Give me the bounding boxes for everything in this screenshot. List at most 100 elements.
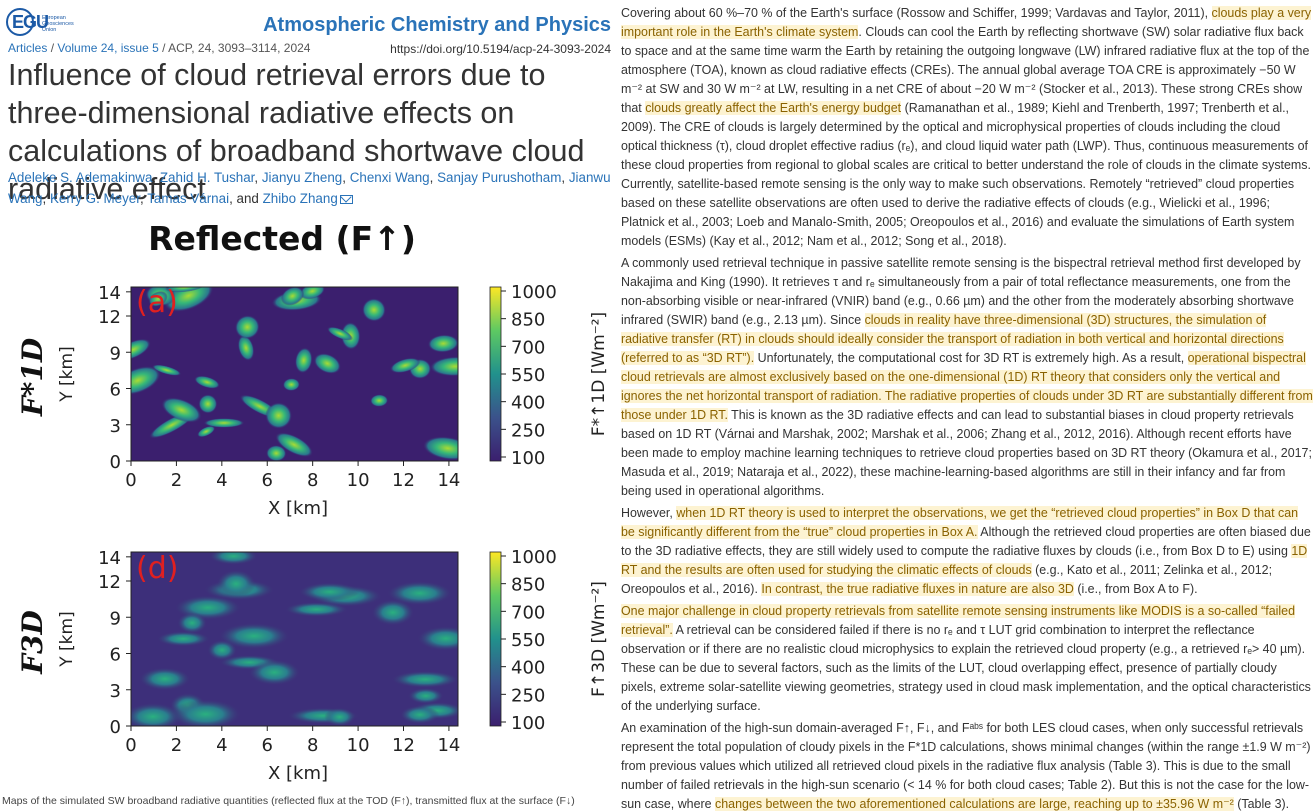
colorbar-tick-label: 1000 xyxy=(511,547,557,568)
cloud-blob xyxy=(139,667,190,691)
body-text: An examination of the high-sun domain-av… xyxy=(621,721,1311,811)
cloud-blob xyxy=(194,375,220,389)
author-link[interactable]: Adeleke S. Ademakinwa xyxy=(8,170,153,185)
y-tick-label: 3 xyxy=(110,681,121,702)
x-tick-label: 10 xyxy=(347,735,370,756)
breadcrumb-separator: / xyxy=(50,41,58,55)
logo-subtitle: European Geosciences Union xyxy=(42,15,74,33)
author-link[interactable]: Jianwu Wang xyxy=(8,170,611,206)
y-tick-label: 14 xyxy=(98,283,121,304)
colorbar-tick-label: 100 xyxy=(511,713,545,734)
cloud-blob xyxy=(313,353,341,374)
colorbar-tick-label: 850 xyxy=(511,310,545,331)
x-tick-label: 4 xyxy=(216,470,227,491)
body-text: (Table 3). xyxy=(1233,797,1290,811)
cloud-blob xyxy=(324,707,355,726)
x-tick-label: 2 xyxy=(171,735,182,756)
x-tick-label: 6 xyxy=(262,735,273,756)
body-paragraph: A commonly used retrieval technique in p… xyxy=(621,254,1313,501)
x-tick-label: 12 xyxy=(392,470,415,491)
logo-text: EGU xyxy=(12,12,49,32)
email-icon[interactable] xyxy=(339,195,353,204)
y-tick-label: 9 xyxy=(110,608,121,629)
y-tick-label: 12 xyxy=(98,572,121,593)
body-paragraph: An examination of the high-sun domain-av… xyxy=(621,719,1313,812)
body-paragraph: Covering about 60 %–70 % of the Earth's … xyxy=(621,4,1313,251)
panel-d-xlabel: X [km] xyxy=(268,763,328,784)
flux-map-figure: Reflected (F↑) F*1D F3D (a) (d) Y [km] X… xyxy=(16,219,609,784)
colorbar-tick-label: 400 xyxy=(511,658,545,679)
body-text: . Clouds can cool the Earth by reflectin… xyxy=(621,25,1310,115)
author-link[interactable]: Tamas Várnai xyxy=(147,191,230,206)
cloud-blob xyxy=(294,347,313,374)
cloud-blob xyxy=(362,298,386,322)
colorbar-tick-label: 1000 xyxy=(511,282,557,303)
x-tick-label: 12 xyxy=(392,735,415,756)
highlighted-text: clouds greatly affect the Earth's energy… xyxy=(645,101,902,115)
panel-d-cloud-field xyxy=(131,552,458,726)
x-tick-label: 14 xyxy=(437,735,460,756)
colorbar-d-label: F↑3D [Wm⁻²] xyxy=(589,581,609,697)
panel-a-tag: (a) xyxy=(136,285,178,320)
cloud-blob xyxy=(237,334,255,361)
y-tick-label: 14 xyxy=(98,548,121,569)
colorbar-a xyxy=(489,286,502,462)
cloud-blob xyxy=(285,602,348,617)
y-tick-label: 0 xyxy=(110,452,121,473)
breadcrumb-articles[interactable]: Articles xyxy=(8,41,48,55)
breadcrumb-separator: / xyxy=(162,41,169,55)
body-text: (e.g., Kato et al., 2011; Zelinka et al.… xyxy=(621,563,1273,596)
x-tick-label: 10 xyxy=(347,470,370,491)
cloud-blob xyxy=(389,357,421,374)
author-link[interactable]: Kerry G. Meyer xyxy=(49,191,140,206)
cloud-blob xyxy=(161,397,202,423)
colorbar-tick-label: 700 xyxy=(511,602,545,623)
panel-a-frame xyxy=(130,286,459,462)
cloud-blob xyxy=(408,687,444,704)
colorbar-tick-label: 550 xyxy=(511,630,545,651)
cloud-blob xyxy=(219,623,289,649)
body-paragraph: One major challenge in cloud property re… xyxy=(621,602,1313,716)
panel-a-xlabel: X [km] xyxy=(268,498,328,519)
y-tick-label: 9 xyxy=(110,343,121,364)
x-tick-label: 8 xyxy=(307,470,318,491)
colorbar-tick-label: 100 xyxy=(511,448,545,469)
x-tick-label: 14 xyxy=(437,470,460,491)
figure-caption: Maps of the simulated SW broadband radia… xyxy=(2,795,575,807)
author-link[interactable]: Chenxi Wang xyxy=(349,170,430,185)
cloud-blob xyxy=(234,315,260,340)
cloud-blob xyxy=(370,394,389,407)
cloud-blob xyxy=(265,402,293,429)
cloud-blob xyxy=(371,599,414,626)
author-link[interactable]: Jianyu Zheng xyxy=(261,170,343,185)
panel-d-tag: (d) xyxy=(136,551,178,586)
cloud-blob xyxy=(131,338,151,361)
cloud-blob xyxy=(282,378,300,392)
article-body: Covering about 60 %–70 % of the Earth's … xyxy=(621,4,1313,812)
cloud-blob xyxy=(148,291,168,307)
body-text: This is known as the 3D radiative effect… xyxy=(621,408,1312,498)
body-text: A retrieval can be considered failed if … xyxy=(621,623,1311,713)
y-tick-label: 6 xyxy=(110,380,121,401)
cloud-blob xyxy=(152,364,182,376)
x-tick-label: 6 xyxy=(262,470,273,491)
y-tick-label: 0 xyxy=(110,717,121,738)
author-link[interactable]: Zhibo Zhang xyxy=(262,191,338,206)
doi-link[interactable]: https://doi.org/10.5194/acp-24-3093-2024 xyxy=(390,42,611,56)
cloud-blob xyxy=(170,699,241,726)
colorbar-tick-label: 250 xyxy=(511,420,545,441)
author-link[interactable]: Zahid H. Tushar xyxy=(159,170,255,185)
y-tick-label: 3 xyxy=(110,416,121,437)
colorbar-tick-label: 550 xyxy=(511,365,545,386)
citation: ACP, 24, 3093–3114, 2024 xyxy=(168,41,311,55)
cloud-blob xyxy=(207,640,237,661)
breadcrumb-issue[interactable]: Volume 24, issue 5 xyxy=(57,41,159,55)
axis-ticks: 0 2 4 6 8 10 12 14 0 3 6 9 12 14 0 2 4 6 8 10 12 14 0 3 6 9 12 14 xyxy=(98,283,460,756)
journal-name[interactable]: Atmospheric Chemistry and Physics xyxy=(263,14,611,36)
colorbar-ticks: 1000 850 700 550 400 250 100 1000 850 700 550 400 25… xyxy=(501,282,557,734)
egu-logo[interactable]: EGU European Geosciences Union xyxy=(6,6,76,42)
left-column: EGU European Geosciences Union Atmospher… xyxy=(0,0,615,812)
author-link[interactable]: Sanjay Purushotham xyxy=(437,170,562,185)
cloud-blob xyxy=(266,445,287,461)
cloud-blob xyxy=(131,365,161,396)
